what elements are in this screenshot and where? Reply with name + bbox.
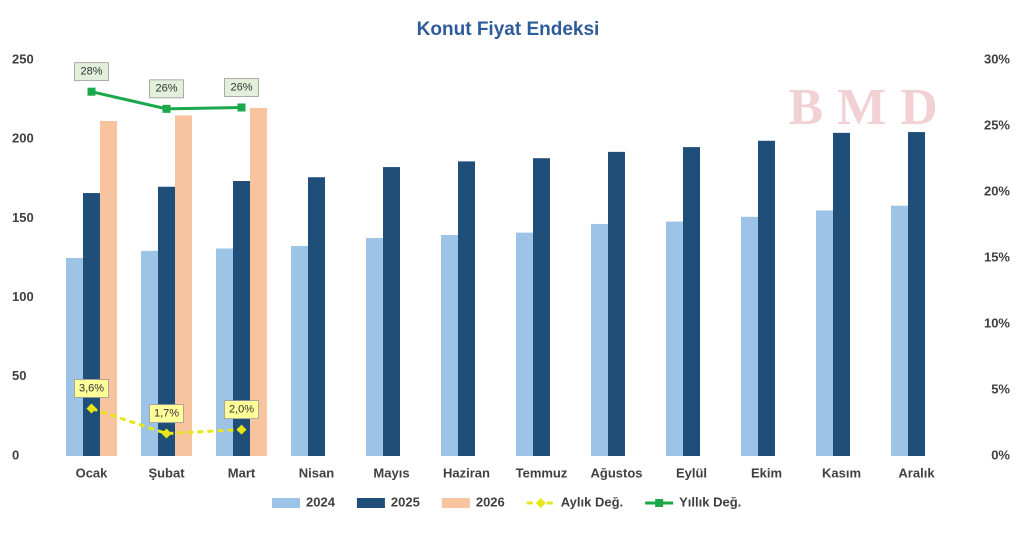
bar [533, 158, 550, 456]
bar [291, 245, 308, 456]
x-tick-label: Şubat [148, 465, 185, 480]
legend-swatch [356, 498, 385, 508]
bar [608, 151, 625, 456]
y-tick-label: 50 [12, 368, 26, 383]
bar [666, 221, 683, 456]
y-tick-label: 150 [12, 210, 34, 225]
bar [83, 193, 100, 456]
bar [891, 205, 908, 456]
bar [250, 107, 267, 456]
legend-marker [655, 499, 664, 507]
y-tick-label: 0 [12, 447, 19, 462]
y2-tick-label: 0% [991, 447, 1010, 462]
marker [87, 87, 96, 96]
y2-tick-label: 30% [984, 51, 1010, 66]
bar [366, 238, 383, 456]
marker [86, 403, 97, 414]
x-tick-label: Ağustos [591, 465, 643, 480]
bar [591, 223, 608, 456]
label-box [224, 400, 259, 420]
y2-tick-label: 20% [984, 183, 1010, 198]
watermark: BMD [788, 79, 951, 136]
legend-label: Yıllık Değ. [679, 494, 741, 509]
legend-label: 2024 [306, 494, 336, 509]
marker [236, 424, 247, 435]
legend-swatch [272, 498, 300, 508]
bar [175, 115, 192, 456]
bar [516, 232, 533, 456]
data-label: 26% [230, 81, 252, 93]
bar [66, 258, 83, 456]
bar [908, 132, 925, 456]
label-box [149, 404, 184, 423]
legend-label: 2025 [391, 494, 420, 509]
chart-title: Konut Fiyat Endeksi [417, 19, 600, 40]
bar [833, 132, 850, 456]
bar [458, 161, 475, 456]
y-tick-label: 250 [12, 51, 34, 66]
y-tick-label: 200 [12, 131, 34, 146]
data-label: 1,7% [154, 407, 179, 419]
marker [162, 104, 171, 113]
x-tick-label: Eylül [676, 465, 707, 480]
bar [233, 181, 250, 457]
x-tick-label: Ocak [76, 465, 109, 480]
x-tick-label: Nisan [299, 465, 334, 480]
bar [758, 140, 775, 456]
bar [308, 177, 325, 456]
data-label: 2,0% [229, 404, 254, 416]
marker [161, 428, 172, 439]
legend-label: 2026 [476, 494, 505, 509]
y2-tick-label: 5% [991, 381, 1010, 396]
x-tick-label: Mayıs [373, 465, 409, 480]
data-label: 26% [155, 83, 177, 95]
legend-marker [535, 498, 546, 508]
bar [383, 167, 400, 456]
bar [741, 216, 758, 456]
x-tick-label: Mart [228, 465, 256, 480]
legend-label: Aylık Değ. [561, 494, 623, 509]
x-tick-label: Ekim [751, 465, 782, 480]
label-box [149, 79, 184, 99]
legend-swatch [441, 498, 470, 508]
y2-tick-label: 10% [984, 315, 1010, 330]
data-label: 3,6% [79, 382, 104, 394]
label-box [74, 62, 109, 82]
x-tick-label: Kasım [822, 465, 861, 480]
marker [237, 103, 246, 112]
bar [816, 210, 833, 456]
bar [158, 186, 175, 456]
data-label: 28% [80, 66, 102, 78]
bar [100, 120, 117, 456]
y2-tick-label: 15% [984, 249, 1010, 264]
y2-tick-label: 25% [984, 117, 1010, 132]
x-tick-label: Temmuz [516, 465, 568, 480]
label-box [74, 379, 109, 398]
bar [683, 147, 700, 456]
x-tick-label: Haziran [443, 465, 490, 480]
x-tick-label: Aralık [898, 465, 935, 480]
bar [216, 248, 233, 456]
y-tick-label: 100 [12, 289, 34, 304]
label-box [224, 78, 259, 97]
bar [441, 235, 458, 456]
